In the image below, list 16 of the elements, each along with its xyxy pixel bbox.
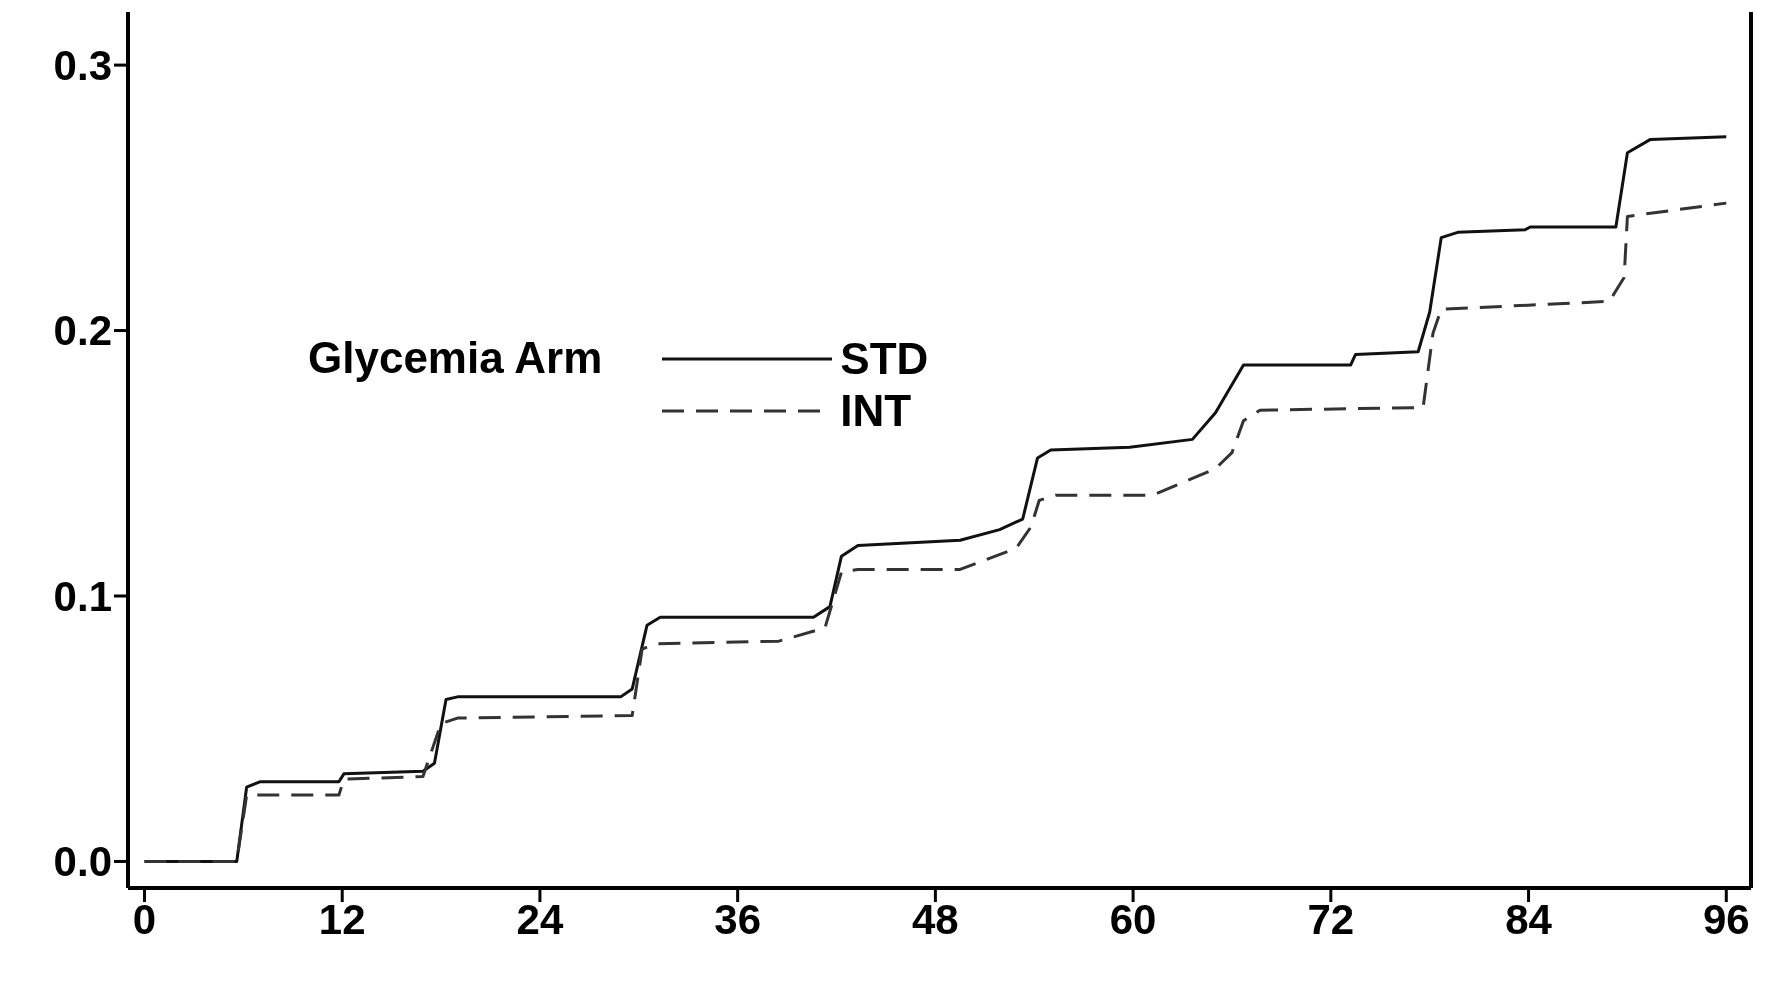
x-tick-label: 24 <box>516 895 564 943</box>
x-tick-label: 60 <box>1109 895 1157 943</box>
legend-label: INT <box>840 386 912 436</box>
y-tick-label: 0.0 <box>53 838 112 886</box>
x-tick-label: 72 <box>1307 895 1355 943</box>
x-tick-label: 36 <box>714 895 762 943</box>
y-tick-label: 0.1 <box>53 572 112 620</box>
y-tick-label: 0.2 <box>53 307 112 355</box>
x-tick-label: 12 <box>318 895 366 943</box>
legend-label: STD <box>840 334 929 384</box>
x-tick-label: 96 <box>1702 895 1750 943</box>
legend-title: Glycemia Arm <box>308 333 603 383</box>
x-tick-label: 48 <box>912 895 959 943</box>
x-tick-label: 0 <box>132 895 157 943</box>
y-tick-label: 0.3 <box>53 42 112 89</box>
x-tick-label: 84 <box>1505 895 1553 943</box>
